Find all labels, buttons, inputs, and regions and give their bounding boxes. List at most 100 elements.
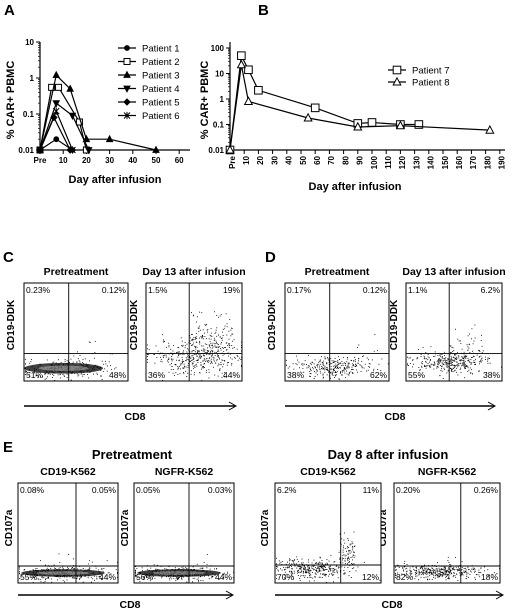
e-d8-cd19-event-dot [308, 559, 309, 561]
chart-a-legend-marker [123, 111, 131, 120]
e-pre-cd19-event-dot [96, 578, 98, 580]
c-day13-event-dot [192, 315, 194, 317]
c-day13-event-dot [191, 356, 193, 358]
d-day13-event-dot [453, 370, 455, 372]
d-pre-event-dot [366, 370, 367, 372]
chart-a-legend-marker [123, 58, 131, 65]
e-d8-cd19-event-dot [320, 562, 322, 564]
c-day13-event-dot [186, 358, 188, 360]
e-pre-ngfr-events [135, 554, 234, 583]
d-day13-event-dot [454, 355, 456, 357]
e-d8-ngfr-event-dot [438, 567, 440, 569]
e-pre-ngfr-event-dot [169, 577, 171, 579]
e-d8-ngfr-event-dot [403, 573, 405, 575]
d-pre-event-dot [356, 365, 358, 367]
d-day13-event-dot [429, 366, 430, 367]
e-d8-ngfr-event-dot [435, 572, 437, 574]
d-day13-event-dot [452, 362, 453, 364]
e-pre-cd19-event-dot [98, 576, 100, 578]
d-pre-event-dot [332, 365, 334, 367]
e-d8-ngfr-event-dot [437, 562, 438, 563]
chart-a-ytick-label: 0.1 [23, 110, 35, 119]
e-d8-ngfr-event-dot [444, 572, 446, 574]
d-day13-event-dot [465, 356, 467, 357]
chart-b-data-point [243, 96, 254, 106]
d-pre-event-dot [335, 363, 337, 365]
d-pre-event-dot [346, 367, 347, 369]
e-pre-ngfr-event-dot [173, 577, 175, 579]
e-pre-ngfr-q-upper-left: 0.05% [136, 485, 161, 495]
d-day13-event-dot [433, 361, 435, 363]
e-d8-cd19-event-dot [343, 554, 345, 556]
e-pre-cd19-event-dot [45, 564, 46, 566]
e-pre-cd19-event-dot [32, 569, 34, 571]
e-d8-ngfr-event-dot [450, 566, 452, 568]
e-d8-ngfr-event-dot [422, 567, 423, 569]
d-day13-event-dot [478, 349, 480, 351]
c-day13-event-dot [215, 329, 217, 331]
c-day13-event-dot [202, 367, 204, 369]
d-pre-event-dot [323, 364, 325, 366]
c-day13-event-dot [194, 353, 196, 355]
d-pre-event-dot [296, 364, 298, 366]
c-day13-event-dot [199, 372, 201, 373]
d-day13-event-dot [451, 357, 453, 359]
d-day13-event-dot [463, 354, 465, 356]
e-d8-cd19-event-dot [352, 542, 354, 544]
c-day13-event-dot [202, 335, 203, 336]
c-day13-event-dot [178, 360, 180, 362]
c-pre-event-dot [69, 362, 70, 363]
e-d8-cd19-event-dot [347, 553, 349, 555]
d-pre-event-dot [307, 366, 309, 368]
d-pre-event-dot [322, 362, 324, 364]
c-day13-event-dot [181, 356, 183, 358]
c-day13-event-dot [236, 348, 238, 350]
c-pre-event-dot [101, 379, 103, 381]
d-day13-event-dot [423, 355, 425, 357]
c-day13-event-dot [213, 337, 215, 339]
d-day13-event-dot [451, 368, 453, 370]
e-d8-ngfr-event-dot [438, 576, 440, 578]
c-pre-events [24, 340, 117, 381]
e-d8-ngfr-event-dot [402, 568, 404, 570]
e-d8-ngfr-event-dot [430, 570, 432, 572]
e-d8-cd19-event-dot [324, 573, 326, 575]
d-pre-event-dot [309, 375, 310, 377]
e-pre-cd19-event-dot [91, 561, 93, 563]
d-day13-event-dot [455, 361, 457, 363]
d-day13-event-dot [474, 364, 476, 365]
d-day13-event-dot [421, 365, 423, 367]
e-pre-cd19-event-dot [47, 576, 49, 578]
d-day13-event-dot [481, 357, 483, 359]
c-day13-event-dot [181, 362, 183, 364]
c-day13-event-dot [155, 345, 157, 347]
chart-b-series-line-2 [229, 64, 490, 151]
e-pre-cd19-event-dot [48, 577, 50, 579]
e-d8-cd19-event-dot [318, 563, 320, 565]
e-right-x-label: CD8 [381, 599, 402, 611]
e-d8-cd19-event-dot [317, 567, 319, 569]
d-day13-event-dot [429, 360, 431, 361]
d-day13-event-dot [456, 357, 458, 359]
e-d8-ngfr-event-dot [440, 573, 441, 575]
e-d8-cd19-event-dot [330, 573, 332, 575]
c-day13-event-dot [239, 357, 241, 359]
d-pre-event-dot [319, 370, 321, 372]
e-d8-cd19-event-dot [318, 576, 320, 578]
d-pre-event-dot [330, 363, 332, 365]
e-d8-ngfr-event-dot [429, 575, 431, 577]
e-d8-ngfr-event-dot [422, 571, 424, 573]
d-day13-event-dot [455, 328, 456, 330]
d-day13-event-dot [459, 340, 461, 342]
e-pre-ngfr-event-dot [137, 577, 139, 579]
e-d8-ngfr-event-dot [462, 574, 464, 576]
e-d8-cd19-event-dot [337, 577, 339, 579]
d-pre-event-dot [310, 369, 312, 370]
e-d8-cd19-event-dot [351, 543, 353, 545]
e-d8-cd19-event-dot [338, 567, 339, 569]
d-day13-event-dot [474, 324, 476, 326]
e-pre-ngfr-event-dot [146, 575, 147, 577]
e-d8-ngfr-event-dot [460, 569, 462, 571]
chart-b-ytick-label: 100 [211, 44, 225, 53]
e-pre-ngfr-event-dot [150, 567, 152, 569]
